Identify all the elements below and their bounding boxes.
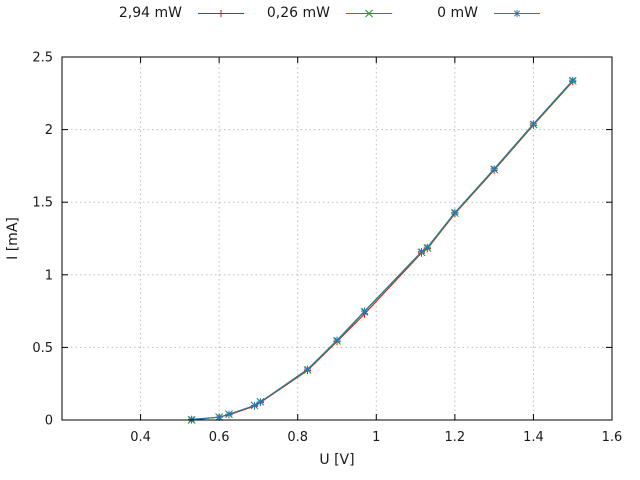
svg-text:0.5: 0.5 [32, 341, 53, 356]
svg-text:2.5: 2.5 [32, 51, 53, 66]
legend-line-sample [346, 9, 392, 17]
legend-entry-294mw: 2,94 mW [98, 5, 246, 21]
legend-label: 2,94 mW [118, 5, 182, 21]
legend-entry-0mw: 0 mW [394, 5, 542, 21]
svg-text:1: 1 [372, 430, 380, 445]
svg-text:U [V]: U [V] [319, 452, 354, 468]
plot-area: 0.4 0.6 0.8 1 1.2 1.4 1.6 0 0.5 1 1.5 2 2.5 U [V] I [m… [5, 51, 623, 469]
svg-text:0.8: 0.8 [287, 430, 308, 445]
legend-entry-026mw: 0,26 mW [246, 5, 394, 21]
svg-text:1.4: 1.4 [523, 430, 544, 445]
legend-line-sample [494, 9, 540, 17]
svg-text:1.5: 1.5 [32, 196, 53, 211]
legend: 2,94 mW 0,26 mW 0 mW [0, 5, 640, 21]
svg-text:1: 1 [45, 268, 53, 283]
svg-text:0: 0 [45, 414, 53, 429]
legend-label: 0,26 mW [266, 5, 330, 21]
svg-text:1.2: 1.2 [445, 430, 466, 445]
svg-text:1.6: 1.6 [602, 430, 623, 445]
svg-text:0.6: 0.6 [209, 430, 230, 445]
legend-label: 0 mW [437, 5, 478, 21]
legend-line-sample [198, 9, 244, 17]
svg-text:0.4: 0.4 [130, 430, 151, 445]
svg-text:I [mA]: I [mA] [5, 217, 21, 260]
svg-text:2: 2 [45, 123, 53, 138]
